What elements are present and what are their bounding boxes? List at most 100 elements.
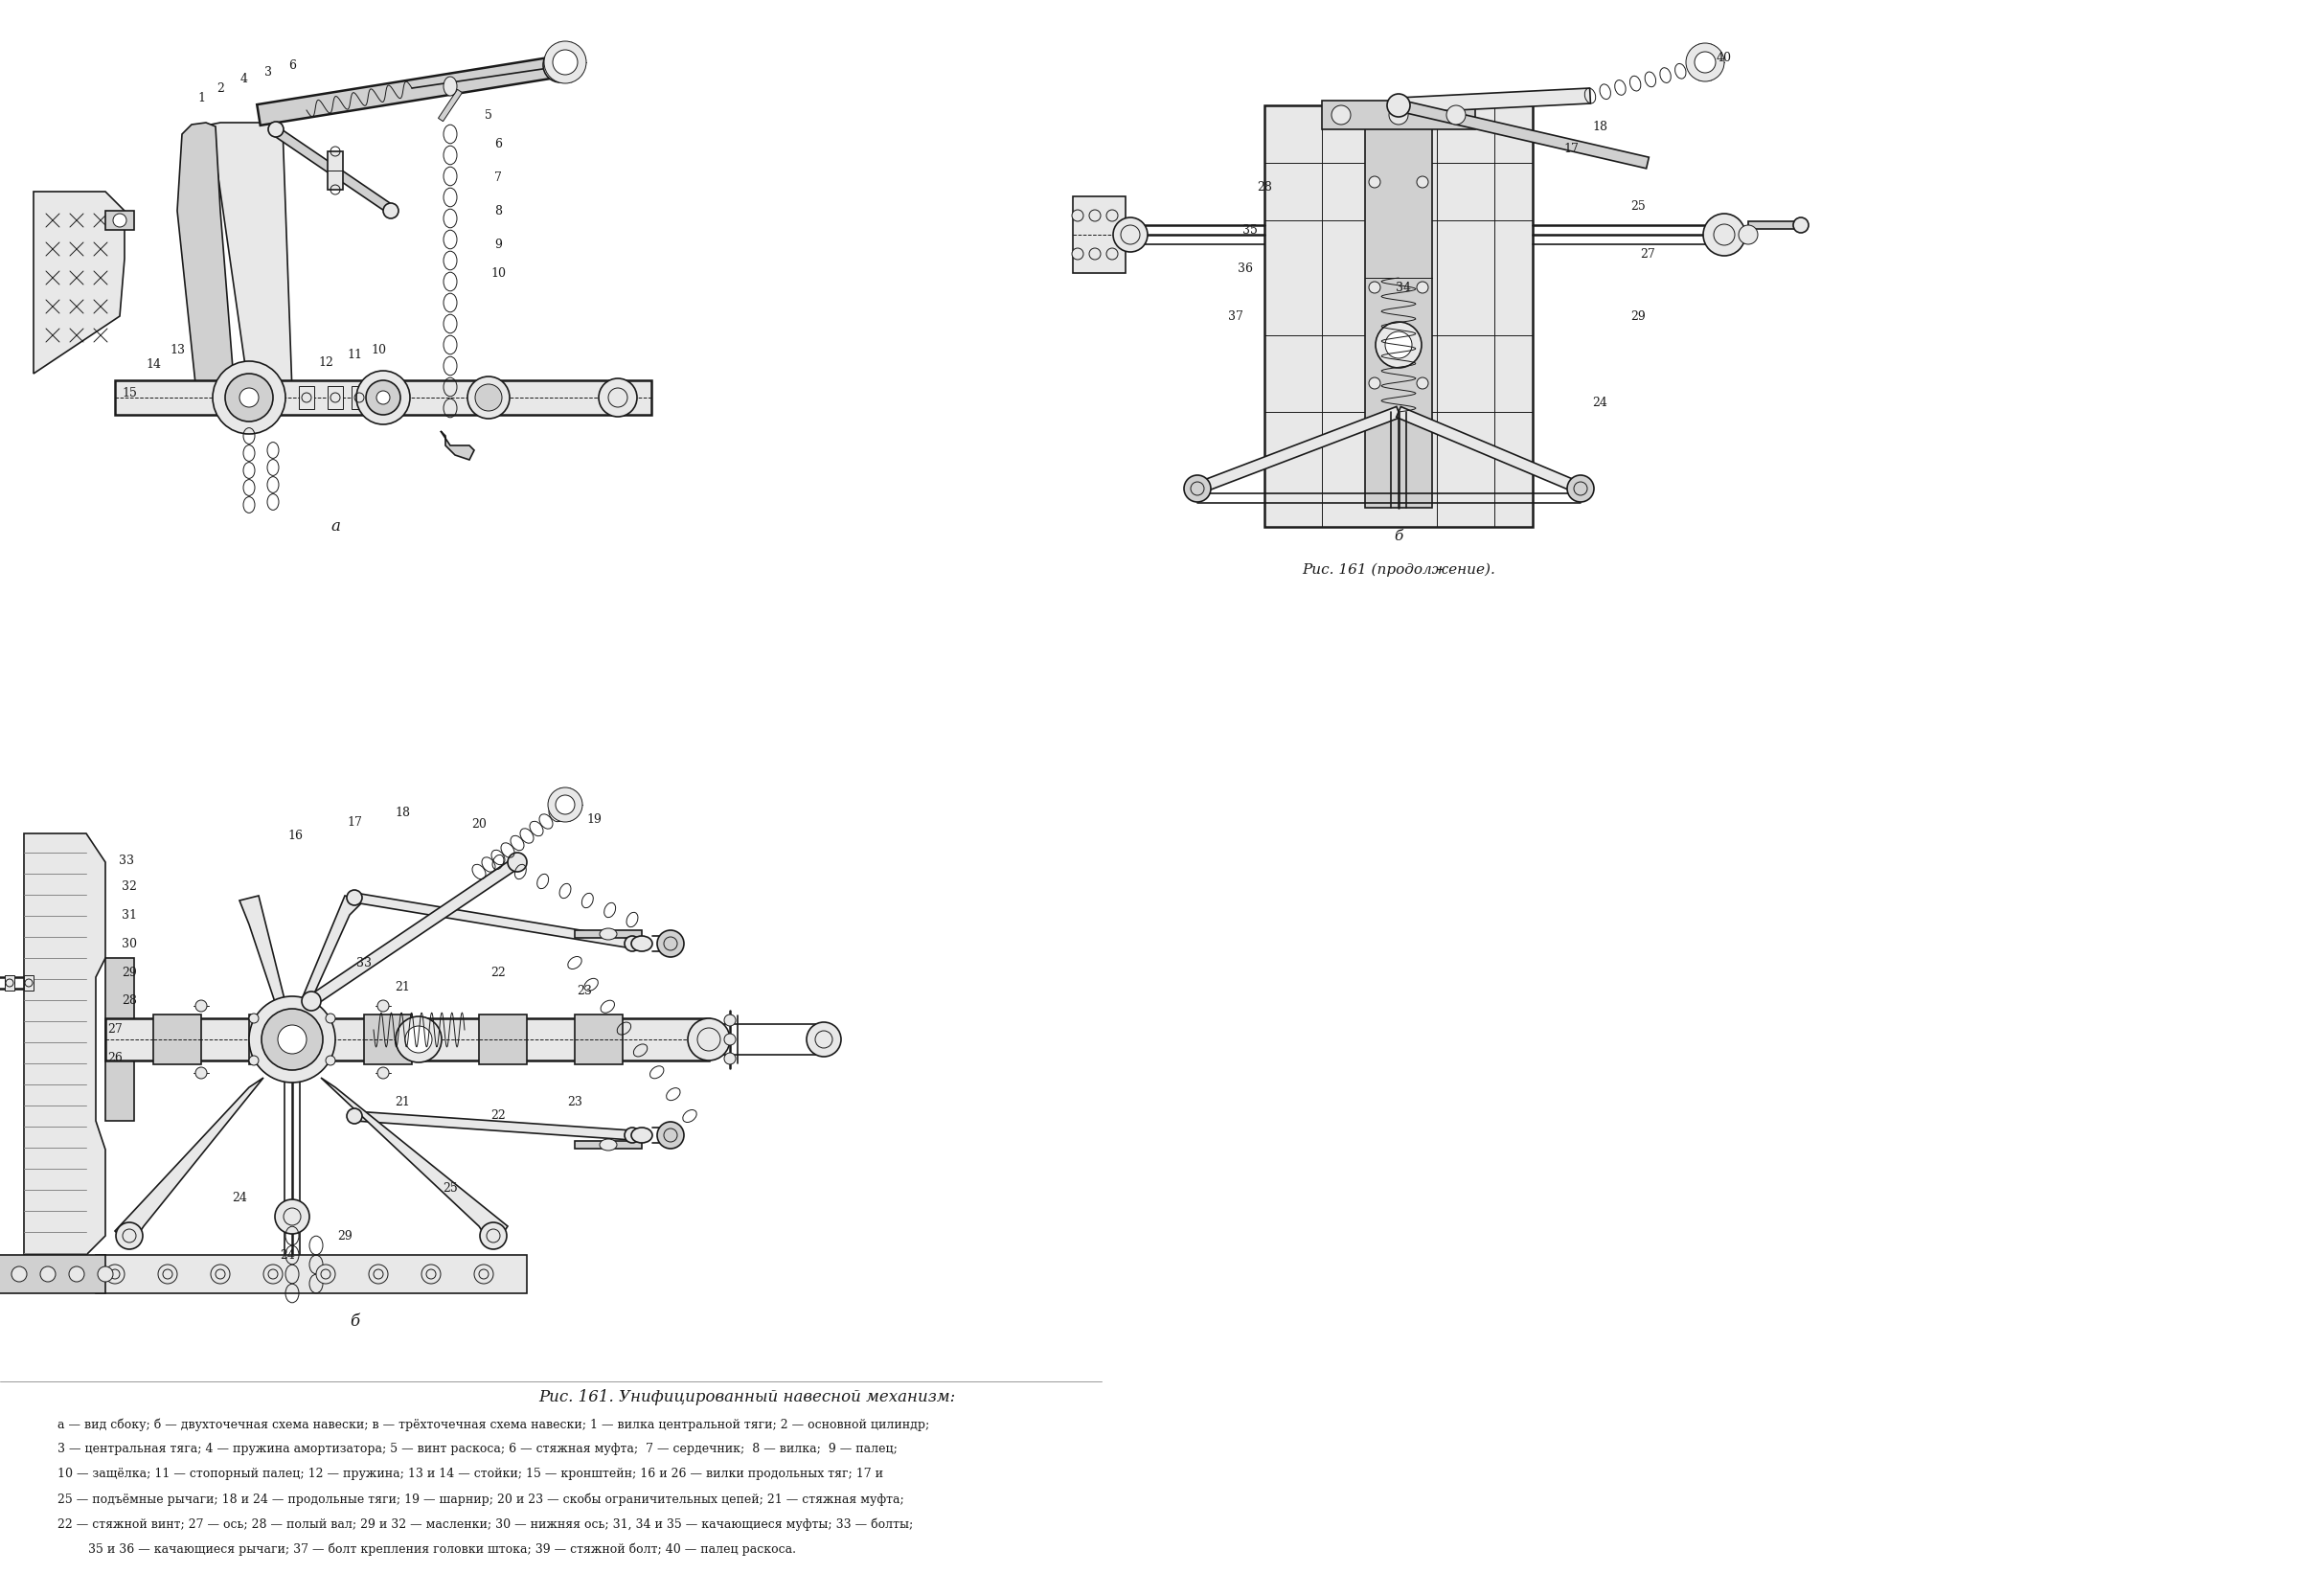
Circle shape: [1384, 332, 1412, 358]
Polygon shape: [271, 126, 395, 215]
Circle shape: [545, 41, 586, 83]
Circle shape: [356, 370, 409, 425]
Text: 10 — защёлка; 11 — стопорный палец; 12 — пружина; 13 и 14 — стойки; 15 — кронште: 10 — защёлка; 11 — стопорный палец; 12 —…: [57, 1468, 883, 1479]
Circle shape: [1071, 247, 1083, 260]
Text: 29: 29: [122, 966, 138, 978]
Bar: [329, 386, 343, 409]
Text: 21: 21: [395, 980, 409, 993]
Text: 17: 17: [1563, 142, 1579, 155]
Circle shape: [552, 49, 577, 75]
Circle shape: [212, 1264, 230, 1283]
Circle shape: [264, 1264, 283, 1283]
Text: 1: 1: [198, 91, 205, 104]
Text: 30: 30: [122, 937, 138, 950]
Circle shape: [69, 1267, 85, 1282]
Polygon shape: [575, 930, 641, 938]
Circle shape: [543, 48, 577, 83]
Circle shape: [1090, 209, 1101, 222]
Polygon shape: [34, 192, 124, 373]
Text: 3: 3: [264, 65, 271, 78]
Bar: [154, 1015, 202, 1065]
Circle shape: [474, 1264, 494, 1283]
Polygon shape: [23, 833, 106, 1254]
Circle shape: [225, 373, 274, 421]
Circle shape: [807, 1021, 841, 1057]
Circle shape: [1071, 209, 1083, 222]
Text: 25: 25: [444, 1181, 458, 1194]
Circle shape: [347, 891, 363, 905]
Circle shape: [1416, 176, 1428, 188]
Text: 35 и 36 — качающиеся рычаги; 37 — болт крепления головки штока; 39 — стяжной бол: 35 и 36 — качающиеся рычаги; 37 — болт к…: [57, 1542, 795, 1555]
Bar: [1322, 101, 1476, 129]
Polygon shape: [354, 1111, 632, 1140]
Circle shape: [1090, 247, 1101, 260]
Polygon shape: [322, 1077, 508, 1240]
Bar: [0, 1254, 106, 1293]
Text: 18: 18: [1591, 120, 1607, 132]
Text: Рис. 161. Унифицированный навесной механизм:: Рис. 161. Унифицированный навесной механ…: [538, 1389, 956, 1406]
Text: 14: 14: [145, 358, 161, 370]
Polygon shape: [1395, 407, 1582, 493]
Circle shape: [1184, 476, 1212, 503]
Text: 26: 26: [108, 1052, 122, 1065]
Text: 15: 15: [122, 386, 138, 399]
Ellipse shape: [632, 1127, 653, 1143]
Text: 3 — центральная тяга; 4 — пружина амортизатора; 5 — винт раскоса; 6 — стяжная му: 3 — центральная тяга; 4 — пружина аморти…: [57, 1443, 897, 1456]
Circle shape: [724, 1034, 736, 1045]
Bar: [106, 1018, 708, 1060]
Text: 34: 34: [1395, 281, 1412, 294]
Circle shape: [1368, 281, 1379, 294]
Circle shape: [97, 1267, 113, 1282]
Circle shape: [687, 1018, 731, 1060]
Circle shape: [625, 935, 639, 951]
Circle shape: [276, 1200, 310, 1234]
Text: 12: 12: [317, 356, 333, 369]
Text: 11: 11: [347, 348, 363, 361]
Circle shape: [658, 1122, 685, 1149]
Polygon shape: [439, 89, 462, 121]
Text: 10: 10: [370, 343, 386, 356]
Circle shape: [1368, 377, 1379, 389]
Bar: [299, 386, 315, 409]
Text: 8: 8: [494, 204, 501, 217]
Polygon shape: [1398, 101, 1648, 169]
Circle shape: [1368, 176, 1379, 188]
Text: 27: 27: [108, 1023, 122, 1036]
Circle shape: [1386, 94, 1409, 117]
Circle shape: [195, 1001, 207, 1012]
Text: 22: 22: [490, 1109, 506, 1122]
Text: 25 — подъёмные рычаги; 18 и 24 — продольные тяги; 19 — шарнир; 20 и 23 — скобы о: 25 — подъёмные рычаги; 18 и 24 — продоль…: [57, 1492, 904, 1505]
Circle shape: [1416, 377, 1428, 389]
Bar: [97, 1254, 526, 1293]
Text: 36: 36: [1237, 262, 1253, 275]
Polygon shape: [257, 56, 556, 126]
Text: Рис. 161 (продолжение).: Рис. 161 (продолжение).: [1301, 563, 1494, 576]
Text: 10: 10: [490, 267, 506, 279]
Polygon shape: [212, 123, 292, 393]
Text: 2: 2: [216, 81, 223, 94]
Circle shape: [278, 1025, 306, 1053]
Circle shape: [326, 1055, 336, 1065]
Bar: [23, 975, 34, 991]
Circle shape: [248, 1013, 257, 1023]
Circle shape: [1793, 217, 1809, 233]
Text: 33: 33: [120, 854, 133, 867]
Circle shape: [476, 385, 501, 412]
Circle shape: [724, 1015, 736, 1026]
Text: 23: 23: [577, 985, 591, 998]
Text: 22 — стяжной винт; 27 — ось; 28 — полый вал; 29 и 32 — масленки; 30 — нижняя ось: 22 — стяжной винт; 27 — ось; 28 — полый …: [57, 1518, 913, 1531]
Bar: [329, 152, 343, 190]
Circle shape: [301, 991, 322, 1010]
Circle shape: [1416, 281, 1428, 294]
Text: 35: 35: [1241, 223, 1258, 236]
Polygon shape: [308, 857, 520, 1005]
Circle shape: [1704, 214, 1745, 255]
Circle shape: [377, 1068, 389, 1079]
Text: 7: 7: [494, 171, 501, 184]
Bar: [5, 975, 14, 991]
Circle shape: [1106, 209, 1117, 222]
Polygon shape: [115, 1077, 264, 1240]
Polygon shape: [354, 892, 632, 948]
Circle shape: [1113, 217, 1147, 252]
Text: 19: 19: [586, 812, 602, 825]
